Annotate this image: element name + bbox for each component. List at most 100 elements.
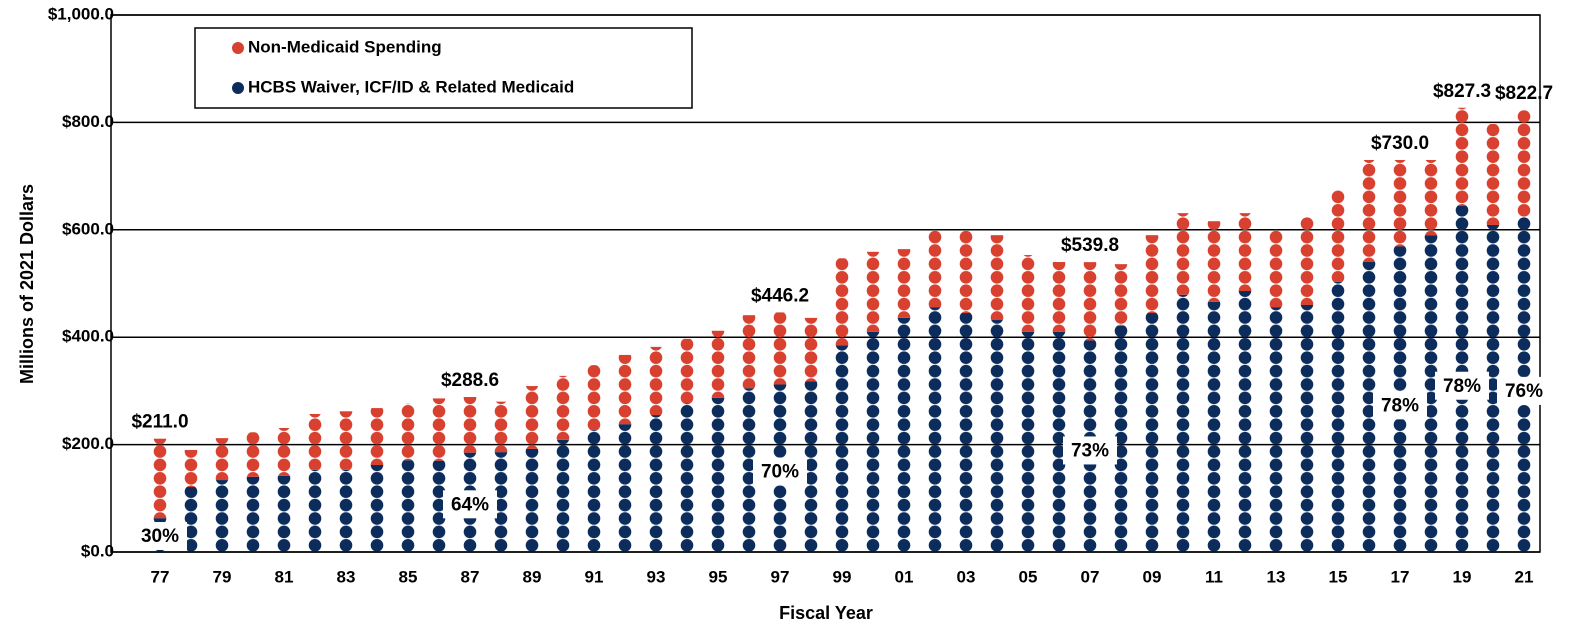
bar-segment — [1362, 262, 1376, 552]
share-label-box — [1373, 391, 1427, 420]
bar-segment — [1455, 107, 1469, 206]
bar-segment — [494, 401, 508, 453]
bar-segment — [866, 251, 880, 332]
bar-segment — [1114, 325, 1128, 552]
bar-segment — [1207, 301, 1221, 552]
bar-segment — [711, 330, 725, 398]
x-tick-label: 77 — [151, 567, 170, 586]
bar-segment — [866, 331, 880, 552]
bar-segment — [773, 312, 787, 385]
total-label: $288.6 — [441, 370, 499, 391]
total-label: $730.0 — [1371, 133, 1429, 154]
share-label: 70% — [761, 462, 799, 483]
bar-segment — [556, 375, 570, 440]
bar-segment — [277, 427, 291, 476]
legend-marker — [232, 82, 244, 94]
bar-segment — [1207, 221, 1221, 302]
legend-label: HCBS Waiver, ICF/ID & Related Medicaid — [248, 77, 574, 96]
x-tick-label: 07 — [1081, 567, 1100, 586]
bar-segment — [1269, 307, 1283, 552]
bar-segment — [1176, 294, 1190, 552]
bar-segment — [649, 346, 663, 416]
bar-segment — [1145, 313, 1159, 552]
bar-segment — [990, 320, 1004, 552]
bar-segment — [184, 487, 198, 552]
x-tick-label: 91 — [585, 567, 604, 586]
bar-segment — [401, 403, 415, 461]
bar-segment — [184, 449, 198, 488]
share-label: 76% — [1505, 381, 1543, 402]
legend-label: Non-Medicaid Spending — [248, 37, 442, 56]
x-tick-label: 09 — [1143, 567, 1162, 586]
bar-segment — [525, 386, 539, 449]
bar-segment — [990, 235, 1004, 321]
bar-segment — [742, 388, 756, 552]
x-tick-label: 13 — [1267, 567, 1286, 586]
share-label-box — [1435, 371, 1489, 400]
x-tick-label: 19 — [1453, 567, 1472, 586]
bar-segment — [1083, 262, 1097, 341]
plot-frame — [110, 14, 1541, 553]
bar-segment — [804, 381, 818, 552]
bar-segment — [1269, 229, 1283, 308]
bar-segment — [1486, 124, 1500, 225]
bar-segment — [1021, 255, 1035, 332]
share-label-box — [753, 457, 807, 486]
bar-segment — [835, 258, 849, 346]
y-tick-label: $600.0 — [62, 219, 114, 238]
y-tick-label: $1,000.0 — [48, 4, 114, 23]
bar-segment — [742, 315, 756, 389]
bar-segment — [1145, 235, 1159, 314]
bar-segment — [153, 438, 167, 519]
y-axis-title: Millions of 2021 Dollars — [17, 184, 37, 384]
share-label: 30% — [141, 526, 179, 547]
x-tick-label: 17 — [1391, 567, 1410, 586]
legend-box — [194, 27, 693, 109]
bar-segment — [308, 469, 322, 552]
x-tick-label: 97 — [771, 567, 790, 586]
bar-segment — [959, 313, 973, 552]
x-tick-label: 03 — [957, 567, 976, 586]
x-tick-label: 81 — [275, 567, 294, 586]
bar-segment — [463, 397, 477, 453]
bar-segment — [339, 411, 353, 470]
x-axis-title: Fiscal Year — [779, 603, 873, 623]
share-label: 64% — [451, 494, 489, 515]
x-tick-label: 11 — [1205, 567, 1223, 586]
bar-segment — [897, 249, 911, 318]
bar-segment — [1300, 304, 1314, 552]
bar-segment — [1393, 159, 1407, 247]
x-tick-label: 83 — [337, 567, 356, 586]
share-label: 78% — [1443, 376, 1481, 397]
bar-segment — [215, 438, 229, 481]
total-label: $822.7 — [1495, 83, 1553, 104]
bar-segment — [432, 460, 446, 552]
x-tick-label: 87 — [461, 567, 480, 586]
share-label-box — [1063, 436, 1117, 465]
total-label: $827.3 — [1433, 81, 1491, 102]
bar-segment — [1362, 159, 1376, 263]
bar-segment — [1114, 264, 1128, 326]
bar-segment — [494, 452, 508, 552]
bar-segment — [1331, 281, 1345, 552]
x-tick-label: 89 — [523, 567, 542, 586]
total-label: $446.2 — [751, 285, 809, 306]
bar-segment — [680, 403, 694, 552]
x-tick-label: 05 — [1019, 567, 1038, 586]
y-tick-label: $800.0 — [62, 112, 114, 131]
x-tick-label: 93 — [647, 567, 666, 586]
bar-segment — [432, 398, 446, 461]
bar-segment — [246, 476, 260, 552]
bar-segment — [711, 397, 725, 552]
bar-segment — [1300, 216, 1314, 305]
bar-segment — [1176, 213, 1190, 295]
bar-segment — [1238, 291, 1252, 552]
bar-segment — [618, 354, 632, 425]
bar-segment — [587, 430, 601, 552]
bar-segment — [959, 230, 973, 314]
bar-segment — [928, 307, 942, 552]
bar-segment — [804, 317, 818, 382]
bar-segment — [246, 432, 260, 477]
total-label: $539.8 — [1061, 235, 1119, 256]
bar-segment — [215, 480, 229, 552]
